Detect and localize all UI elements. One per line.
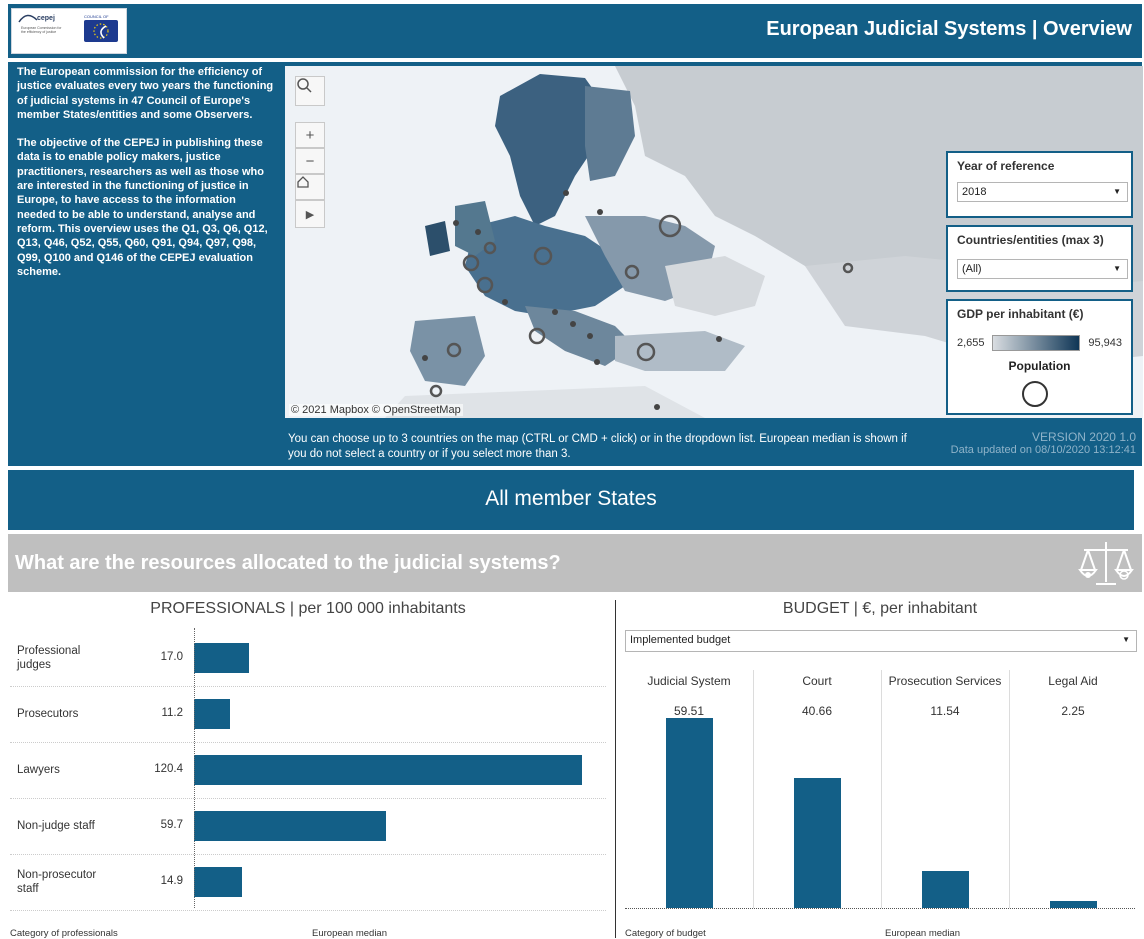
professionals-x-caption: Category of professionals [10, 928, 118, 939]
budget-bar[interactable] [666, 718, 713, 908]
intro-paragraph-2: The objective of the CEPEJ in publishing… [17, 137, 268, 278]
budget-bar[interactable] [1050, 900, 1097, 908]
countries-select[interactable]: (All) ▼ [957, 259, 1128, 279]
cepej-logo-text: cepej [37, 15, 55, 22]
budget-column: Judicial System 59.51 [625, 668, 753, 908]
member-states-banner: All member States [8, 470, 1134, 530]
professionals-bar[interactable] [194, 643, 249, 673]
intro-paragraph-1: The European commission for the efficien… [17, 66, 274, 121]
year-filter-label: Year of reference [957, 159, 1055, 173]
budget-type-value: Implemented budget [630, 634, 731, 646]
chevron-down-icon: ▼ [1122, 635, 1130, 644]
overview-panel: The European commission for the efficien… [8, 62, 1143, 466]
map-credit[interactable]: © 2021 Mapbox © OpenStreetMap [289, 404, 463, 416]
question-text: What are the resources allocated to the … [15, 552, 561, 574]
budget-column-separator [1009, 670, 1010, 908]
map-instructions: You can choose up to 3 countries on the … [288, 433, 907, 460]
budget-category-label: Prosecution Services [888, 674, 1002, 688]
professionals-bar[interactable] [194, 811, 387, 841]
home-icon [297, 176, 309, 188]
budget-type-select[interactable]: Implemented budget ▼ [625, 630, 1137, 652]
chevron-down-icon: ▼ [1113, 187, 1121, 196]
population-circle-icon [1022, 381, 1048, 407]
professionals-median-line [194, 628, 195, 908]
home-button[interactable] [295, 174, 325, 200]
professionals-row[interactable]: Non-prosecutor staff 14.9 [10, 855, 606, 911]
budget-column: Legal Aid 2.25 [1009, 668, 1137, 908]
budget-title: BUDGET | €, per inhabitant [782, 600, 978, 617]
professionals-row[interactable]: Prosecutors 11.2 [10, 687, 606, 743]
year-filter: Year of reference 2018 ▼ [946, 151, 1133, 218]
coe-flag [84, 20, 118, 42]
budget-column-separator [881, 670, 882, 908]
legend-box: GDP per inhabitant (€) 2,655 95,943 Popu… [946, 299, 1133, 415]
data-updated-label: Data updated on 08/10/2020 13:12:41 [950, 444, 1136, 456]
budget-category-label: Judicial System [647, 674, 731, 688]
search-icon [297, 78, 312, 93]
professionals-row-label: Professional judges [17, 645, 81, 671]
header-bar: cepej European Commission for the effici… [8, 4, 1142, 58]
gdp-legend-label: GDP per inhabitant (€) [957, 307, 1084, 321]
gdp-max-value: 95,943 [1088, 337, 1122, 349]
population-legend-label: Population [1008, 359, 1071, 373]
play-icon: ▶ [305, 208, 315, 221]
page-title: European Judicial Systems | Overview [766, 18, 1132, 40]
budget-bar[interactable] [794, 778, 841, 908]
intro-text: The European commission for the efficien… [17, 65, 275, 293]
council-of-europe-logo: COUNCIL OF EUROPE [76, 12, 124, 52]
professionals-row-value: 11.2 [161, 707, 183, 719]
year-select[interactable]: 2018 ▼ [957, 182, 1128, 202]
zoom-out-icon: − [305, 152, 315, 170]
budget-baseline [625, 908, 1135, 909]
budget-median-caption: European median [885, 928, 960, 939]
budget-value-label: 11.54 [930, 704, 960, 718]
budget-column: Prosecution Services 11.54 [881, 668, 1009, 908]
professionals-title: PROFESSIONALS | per 100 000 inhabitants [150, 600, 466, 617]
countries-filter: Countries/entities (max 3) (All) ▼ [946, 225, 1133, 292]
budget-column-separator [753, 670, 754, 908]
professionals-row-label: Non-prosecutor staff [17, 869, 97, 895]
professionals-row-label: Prosecutors [17, 708, 79, 720]
play-button[interactable]: ▶ [295, 200, 325, 228]
budget-category-label: Court [802, 674, 832, 688]
logos: cepej European Commission for the effici… [11, 8, 127, 54]
year-select-value: 2018 [962, 186, 987, 198]
professionals-row[interactable]: Non-judge staff 59.7 [10, 799, 606, 855]
professionals-row-value: 59.7 [160, 819, 183, 831]
zoom-in-icon: + [305, 126, 315, 144]
professionals-bar[interactable] [194, 755, 582, 785]
professionals-row-label: Lawyers [17, 764, 60, 776]
zoom-in-button[interactable]: + [295, 122, 325, 148]
panel-divider [615, 600, 616, 938]
professionals-bar[interactable] [194, 867, 243, 897]
question-banner: What are the resources allocated to the … [8, 534, 1142, 592]
gdp-color-scale [992, 335, 1080, 351]
version-label: VERSION 2020 1.0 [1031, 430, 1136, 444]
version-info: VERSION 2020 1.0 Data updated on 08/10/2… [951, 430, 1136, 456]
chevron-down-icon: ▼ [1113, 264, 1121, 273]
cepej-logo: cepej European Commission for the effici… [15, 12, 73, 52]
countries-filter-label: Countries/entities (max 3) [957, 233, 1104, 247]
countries-select-value: (All) [962, 263, 982, 275]
professionals-row-label: Non-judge staff [17, 820, 95, 832]
professionals-row[interactable]: Lawyers 120.4 [10, 743, 606, 799]
professionals-row-value: 120.4 [154, 763, 183, 775]
budget-value-label: 40.66 [801, 704, 833, 718]
professionals-row-value: 17.0 [160, 651, 183, 663]
professionals-bar[interactable] [194, 699, 231, 729]
budget-value-label: 59.51 [673, 704, 705, 718]
budget-column: Court 40.66 [753, 668, 881, 908]
professionals-row-value: 14.9 [160, 875, 183, 887]
cepej-logo-caption: European Commission for the efficiency o… [21, 26, 62, 34]
map-search-button[interactable] [295, 76, 325, 106]
zoom-out-button[interactable]: − [295, 148, 325, 174]
budget-value-label: 2.25 [1061, 704, 1085, 718]
gdp-min-value: 2,655 [957, 337, 985, 349]
professionals-median-caption: European median [312, 928, 387, 939]
budget-bar[interactable] [922, 871, 969, 908]
budget-x-caption: Category of budget [625, 928, 706, 939]
scales-of-justice-icon [1078, 542, 1134, 585]
budget-category-label: Legal Aid [1048, 674, 1098, 688]
professionals-row[interactable]: Professional judges 17.0 [10, 631, 606, 687]
